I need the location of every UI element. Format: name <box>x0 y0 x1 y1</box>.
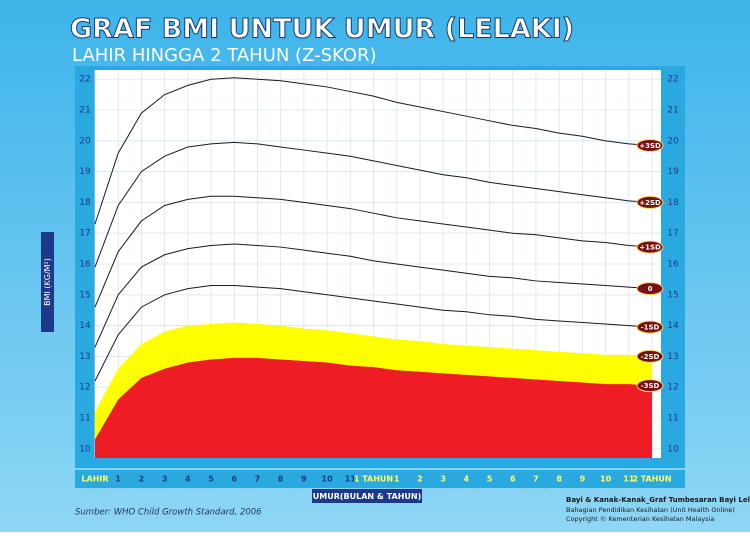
x-tick-label: 6 <box>231 475 237 484</box>
x-axis-strip <box>75 470 685 488</box>
y-tick-label: 14 <box>667 321 679 331</box>
y-tick-label: 19 <box>667 167 679 177</box>
x-axis-label: UMUR(BULAN & TAHUN) <box>313 492 421 501</box>
x-tick-label: 2 TAHUN <box>632 475 671 484</box>
legend-badge <box>636 282 664 296</box>
chart-subtitle: LAHIR HINGGA 2 TAHUN (Z-SKOR) <box>72 45 377 66</box>
y-tick-label: 15 <box>667 290 678 300</box>
x-tick-label: 4 <box>464 475 470 484</box>
x-tick-label: 9 <box>580 475 586 484</box>
x-tick-label: 11 <box>623 475 635 484</box>
y-tick-label: 17 <box>667 229 678 239</box>
source-note: Sumber: WHO Child Growth Standard, 2006 <box>75 508 262 518</box>
line <box>94 285 653 382</box>
x-tick-label: 10 <box>322 475 334 484</box>
y-tick-label: 15 <box>79 290 90 300</box>
x-tick-label: 1 <box>115 475 121 484</box>
x-tick-label: LAHIR <box>81 475 108 484</box>
x-tick-label: 5 <box>487 475 493 484</box>
y-axis-label: BMI (KG/M²) <box>43 258 52 306</box>
area <box>95 357 652 458</box>
y-tick-label: 14 <box>79 321 91 331</box>
legend-label: -2SD <box>641 353 660 361</box>
legend-label: -3SD <box>641 382 660 390</box>
credit-line: Copyright © Kementerian Kesihatan Malays… <box>566 515 714 523</box>
y-tick-label: 10 <box>79 444 91 454</box>
y-tick-label: 13 <box>79 352 90 362</box>
x-tick-label: 9 <box>301 475 307 484</box>
y-tick-label: 12 <box>667 383 678 393</box>
y-tick-label: 13 <box>667 352 678 362</box>
legend-label: +1SD <box>639 244 661 252</box>
y-tick-label: 20 <box>667 136 679 146</box>
credit-line: Bayi & Kanak-Kanak_Graf Tumbesaran Bayi … <box>566 496 750 504</box>
y-tick-label: 22 <box>79 75 90 85</box>
x-label-box <box>312 489 422 503</box>
x-tick-label: 8 <box>556 475 562 484</box>
x-tick-label: 3 <box>440 475 446 484</box>
legend-badge <box>636 240 664 254</box>
y-tick-label: 16 <box>667 260 679 270</box>
y-tick-label: 11 <box>667 413 678 423</box>
x-tick-label: 11 <box>345 475 357 484</box>
x-tick-label: 7 <box>255 475 261 484</box>
y-tick-label: 16 <box>79 260 91 270</box>
legend-badge <box>636 195 664 209</box>
legend-badge <box>636 138 664 152</box>
x-tick-label: 6 <box>510 475 516 484</box>
y-tick-label: 18 <box>79 198 91 208</box>
x-tick-label: 2 <box>139 475 145 484</box>
x-tick-label: 2 <box>417 475 423 484</box>
y-tick-label: 10 <box>667 444 679 454</box>
x-tick-label: 4 <box>185 475 191 484</box>
x-tick-label: 8 <box>278 475 284 484</box>
series <box>94 77 653 458</box>
y-tick-label: 21 <box>667 106 678 116</box>
y-tick-label: 20 <box>79 136 91 146</box>
y-tick-label: 11 <box>79 413 90 423</box>
line <box>94 77 653 225</box>
chart-title: GRAF BMI UNTUK UMUR (LELAKI) <box>70 14 574 45</box>
x-tick-label: 5 <box>208 475 214 484</box>
credit-line: Bahagian Pendidikan Kesihatan (Unit Heal… <box>566 506 735 514</box>
legend-badge <box>636 320 664 334</box>
legend-label: +3SD <box>639 142 661 150</box>
legend-label: +2SD <box>639 199 661 207</box>
x-tick-label: 10 <box>600 475 612 484</box>
legend-label: -1SD <box>641 324 660 332</box>
x-tick-label: 7 <box>533 475 539 484</box>
line <box>94 243 653 348</box>
y-tick-label: 18 <box>667 198 679 208</box>
line <box>94 195 653 308</box>
legend-label: 0 <box>648 285 653 293</box>
line <box>94 141 653 268</box>
y-tick-label: 12 <box>79 383 90 393</box>
y-tick-label: 17 <box>79 229 90 239</box>
y-label-box <box>41 232 54 332</box>
y-tick-label: 21 <box>79 106 90 116</box>
legend-badge <box>636 349 664 363</box>
x-tick-label: 1 TAHUN <box>354 475 393 484</box>
x-tick-label: 3 <box>162 475 168 484</box>
y-tick-label: 19 <box>79 167 91 177</box>
y-tick-label: 22 <box>667 75 678 85</box>
legend-badge <box>636 379 664 393</box>
x-tick-label: 1 <box>394 475 400 484</box>
